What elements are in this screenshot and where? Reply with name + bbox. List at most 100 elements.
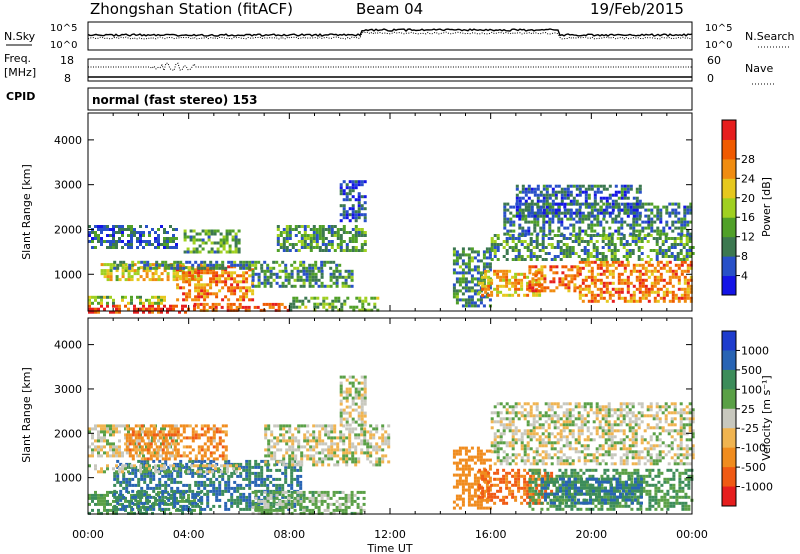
y-tick-label: 2000 <box>54 427 82 440</box>
n-search-label: N.Search <box>745 30 795 43</box>
y-tick-label: 3000 <box>54 179 82 192</box>
beam-title: Beam 04 <box>356 0 423 18</box>
velocity-colorbar: 1000 500 100 25 -25 -100 -500 -1000 Velocity [m… <box>721 330 773 507</box>
freq-tick-top: 18 <box>60 54 74 67</box>
velocity-echo-region-12 <box>541 477 643 505</box>
velocity-y-ticks: 1000 2000 3000 4000 <box>54 339 692 485</box>
colorbar-tick-label: -25 <box>741 422 759 435</box>
colorbar-swatch <box>722 120 736 140</box>
colorbar-tick-label: 500 <box>741 364 762 377</box>
colorbar-swatch <box>722 486 736 507</box>
x-tick-label: 04:00 <box>173 528 205 541</box>
power-echo-region-14 <box>528 265 580 293</box>
velocity-echo-region-5 <box>264 424 391 467</box>
nave-tick-top: 60 <box>707 54 721 67</box>
colorbar-tick-label: 100 <box>741 383 762 396</box>
power-echo-region-8 <box>251 269 354 288</box>
x-axis-title: Time UT <box>366 542 412 554</box>
velocity-colorbar-label: Velocity [m s⁻¹] <box>760 375 773 460</box>
colorbar-swatch <box>722 350 736 371</box>
y-tick-label: 3000 <box>54 383 82 396</box>
power-echo-region-18 <box>515 184 642 218</box>
colorbar-swatch <box>722 408 736 429</box>
power-echo-region-2 <box>88 295 166 305</box>
power-echo-region-12 <box>452 247 492 308</box>
colorbar-swatch <box>722 467 736 488</box>
x-tick-label: 20:00 <box>575 528 607 541</box>
colorbar-swatch <box>722 275 736 296</box>
colorbar-swatch <box>722 369 736 390</box>
colorbar-swatch <box>722 447 736 468</box>
x-tick-label: 08:00 <box>273 528 305 541</box>
colorbar-swatch <box>722 139 736 160</box>
freq-tick-bottom: 8 <box>64 72 71 85</box>
y-tick-label: 1000 <box>54 268 82 281</box>
n-search-tick-bottom: 10^0 <box>705 40 732 51</box>
velocity-echo-region-4 <box>125 424 228 461</box>
power-echo-region-9 <box>276 225 367 252</box>
x-tick-label: 16:00 <box>475 528 507 541</box>
colorbar-tick-label: -100 <box>741 442 766 455</box>
velocity-echo-region-6 <box>251 490 366 515</box>
x-tick-label: 00:00 <box>72 528 104 541</box>
colorbar-tick-label: -500 <box>741 461 766 474</box>
power-echo-region-5 <box>88 225 178 249</box>
velocity-x-ticks <box>87 318 693 514</box>
power-echo-region-7 <box>113 260 342 270</box>
velocity-echo-region-2 <box>88 464 241 474</box>
n-sky-tick-top: 10^5 <box>50 23 77 34</box>
colorbar-swatch <box>722 197 736 218</box>
colorbar-tick-label: 1000 <box>741 344 769 357</box>
freq-unit-label: [MHz] <box>4 66 36 79</box>
colorbar-swatch <box>722 236 736 257</box>
x-tick-label: 00:00 <box>676 528 708 541</box>
velocity-y-label: Slant Range [km] <box>20 367 33 463</box>
freq-label: Freq. <box>4 52 31 65</box>
colorbar-swatch <box>722 256 736 277</box>
colorbar-swatch <box>722 158 736 179</box>
y-tick-label: 4000 <box>54 134 82 147</box>
colorbar-swatch <box>722 331 736 351</box>
nave-label: Nave <box>745 62 773 75</box>
x-tick-label: 12:00 <box>374 528 406 541</box>
colorbar-swatch <box>722 428 736 449</box>
cpid-label: CPID <box>6 90 35 103</box>
power-x-ticks <box>87 113 693 311</box>
power-panel: 1000 2000 3000 4000 Slant Range [km] <box>20 112 695 314</box>
power-echo-region-6 <box>183 229 241 254</box>
colorbar-tick-label: 12 <box>741 231 755 244</box>
power-echo-data <box>88 180 695 314</box>
colorbar-tick-label: 24 <box>741 172 755 185</box>
y-tick-label: 1000 <box>54 472 82 485</box>
freq-strip: Freq. [MHz] 18 8 60 0 Nave <box>4 52 776 85</box>
colorbar-tick-label: 4 <box>741 270 748 283</box>
colorbar-tick-label: 20 <box>741 192 755 205</box>
power-echo-region-11 <box>339 180 367 223</box>
n-search-trace <box>87 31 693 40</box>
noise-strip: N.Sky 10^5 10^0 10^5 10^0 N.Search <box>4 21 795 51</box>
station-title: Zhongshan Station (fitACF) <box>90 0 293 18</box>
power-y-ticks: 1000 2000 3000 4000 <box>54 134 692 281</box>
cpid-text: normal (fast stereo) 153 <box>92 93 258 107</box>
y-tick-label: 4000 <box>54 339 82 352</box>
date-title: 19/Feb/2015 <box>590 0 684 18</box>
power-y-label: Slant Range [km] <box>20 164 33 260</box>
velocity-panel: 1000 2000 3000 4000 Slant Range [km] <box>20 317 695 515</box>
power-echo-region-0 <box>88 304 196 314</box>
n-sky-label: N.Sky <box>4 30 36 43</box>
n-search-tick-top: 10^5 <box>705 23 732 34</box>
velocity-echo-region-11 <box>490 402 695 466</box>
nave-trace <box>88 62 692 73</box>
cpid-strip: CPID normal (fast stereo) 153 <box>6 87 693 111</box>
power-echo-region-16 <box>490 234 695 261</box>
n-sky-tick-bottom: 10^0 <box>50 40 77 51</box>
colorbar-tick-label: 28 <box>741 153 755 166</box>
x-axis-tick-labels: 00:00 04:00 08:00 12:00 16:00 20:00 00:00 <box>72 528 708 541</box>
colorbar-tick-label: -1000 <box>741 481 773 494</box>
nave-tick-bottom: 0 <box>707 72 714 85</box>
power-colorbar: 4 8 12 16 20 24 28 Power [dB] <box>721 119 773 296</box>
colorbar-swatch <box>722 217 736 238</box>
power-echo-region-15 <box>578 260 693 303</box>
velocity-echo-region-7 <box>339 375 367 427</box>
